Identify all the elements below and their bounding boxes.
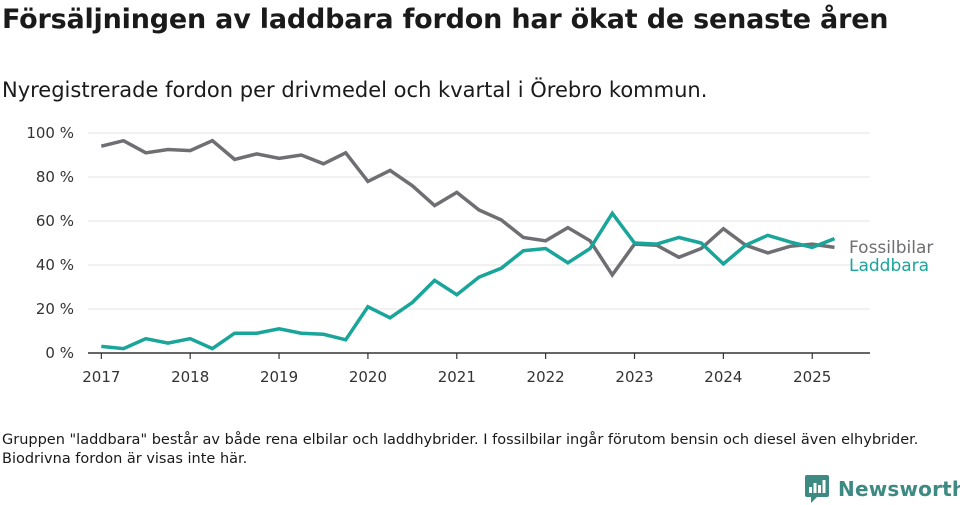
axes: 0 % 20 % 40 % 60 % 80 % 100 % 2017 2018 2019 2020… xyxy=(26,124,870,386)
series-line-laddbara xyxy=(101,210,836,351)
x-tick-label: 2020 xyxy=(349,368,387,386)
x-tick-label: 2018 xyxy=(171,368,209,386)
x-tick-label: 2023 xyxy=(615,368,653,386)
legend-label-laddbara: Laddbara xyxy=(849,256,929,276)
y-tick-label: 20 % xyxy=(36,300,74,318)
x-tick-label: 2025 xyxy=(793,368,831,386)
footnote: Gruppen "laddbara" består av både rena e… xyxy=(2,432,919,467)
chart-subtitle: Nyregistrerade fordon per drivmedel och … xyxy=(2,78,708,102)
gridlines xyxy=(88,132,870,310)
y-tick-label: 0 % xyxy=(45,344,74,362)
series-line-fossilbilar xyxy=(100,138,835,278)
x-tick-label: 2022 xyxy=(527,368,565,386)
newsworthy-logo-icon xyxy=(805,475,829,503)
x-tick-label: 2021 xyxy=(438,368,476,386)
line-chart: 0 % 20 % 40 % 60 % 80 % 100 % 2017 2018 2019 2020… xyxy=(26,124,933,386)
y-tick-label: 40 % xyxy=(36,256,74,274)
y-tick-label: 60 % xyxy=(36,212,74,230)
chart-title: Försäljningen av laddbara fordon har öka… xyxy=(2,4,889,35)
legend-label-fossilbilar: Fossilbilar xyxy=(849,238,933,258)
x-tick-label: 2017 xyxy=(82,368,120,386)
y-tick-label: 100 % xyxy=(26,124,74,142)
brand-logo: Newsworthy xyxy=(804,474,960,504)
brand-name: Newsworthy xyxy=(838,477,960,501)
y-tick-label: 80 % xyxy=(36,168,74,186)
x-tick-label: 2024 xyxy=(704,368,742,386)
series-lines xyxy=(100,138,836,351)
x-tick-label: 2019 xyxy=(260,368,298,386)
